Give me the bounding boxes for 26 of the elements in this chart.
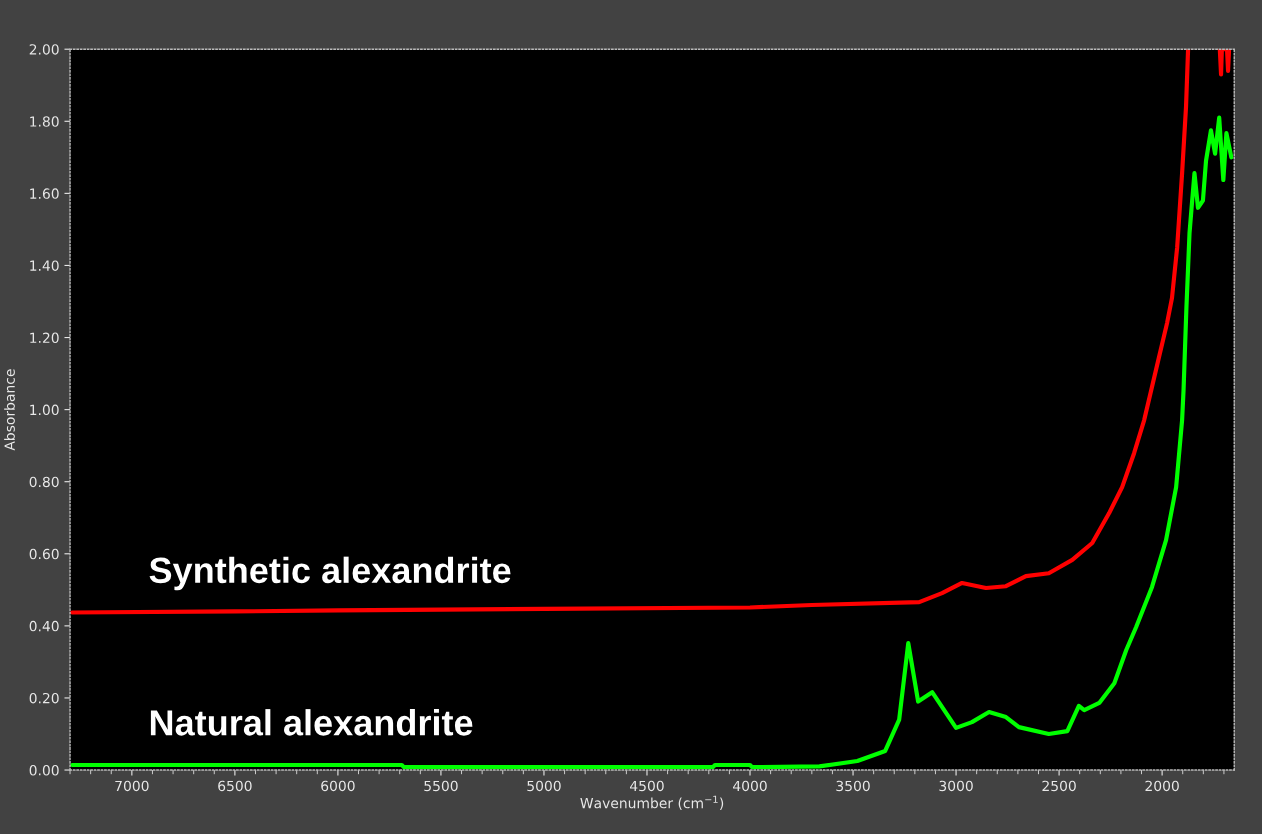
x-tick-label: 6000 xyxy=(321,780,355,792)
x-tick-label: 2500 xyxy=(1042,780,1076,792)
x-tick-label: 6500 xyxy=(218,780,252,792)
y-axis-title: Absorbance xyxy=(4,369,15,451)
x-tick-label: 7000 xyxy=(115,780,149,792)
y-tick-label: 0.60 xyxy=(29,548,59,560)
x-tick-label: 4000 xyxy=(733,780,767,792)
x-tick-label: 2000 xyxy=(1145,780,1179,792)
x-tick-label: 4500 xyxy=(629,780,664,792)
series-label: Natural alexandrite xyxy=(150,709,473,736)
x-axis-title: Wavenumber (cm$^{−1}$) xyxy=(580,795,724,810)
y-tick-label: 1.20 xyxy=(30,332,59,344)
y-tick-label: 0.40 xyxy=(29,620,59,632)
y-tick-label: 0.20 xyxy=(29,692,59,704)
y-tick-label: 1.00 xyxy=(30,404,59,416)
y-tick-label: 2.00 xyxy=(29,44,59,55)
x-tick-label: 5000 xyxy=(527,780,561,792)
y-tick-label: 1.60 xyxy=(30,188,59,199)
x-tick-label: 3000 xyxy=(939,780,973,792)
y-tick-label: 0.00 xyxy=(29,765,59,776)
y-tick-label: 1.80 xyxy=(30,116,59,127)
series-label: Synthetic alexandrite xyxy=(149,556,511,591)
x-tick-label: 3500 xyxy=(836,780,870,792)
x-tick-label: 5500 xyxy=(424,780,458,792)
y-tick-label: 1.40 xyxy=(30,260,59,271)
y-tick-label: 0.80 xyxy=(29,476,59,488)
